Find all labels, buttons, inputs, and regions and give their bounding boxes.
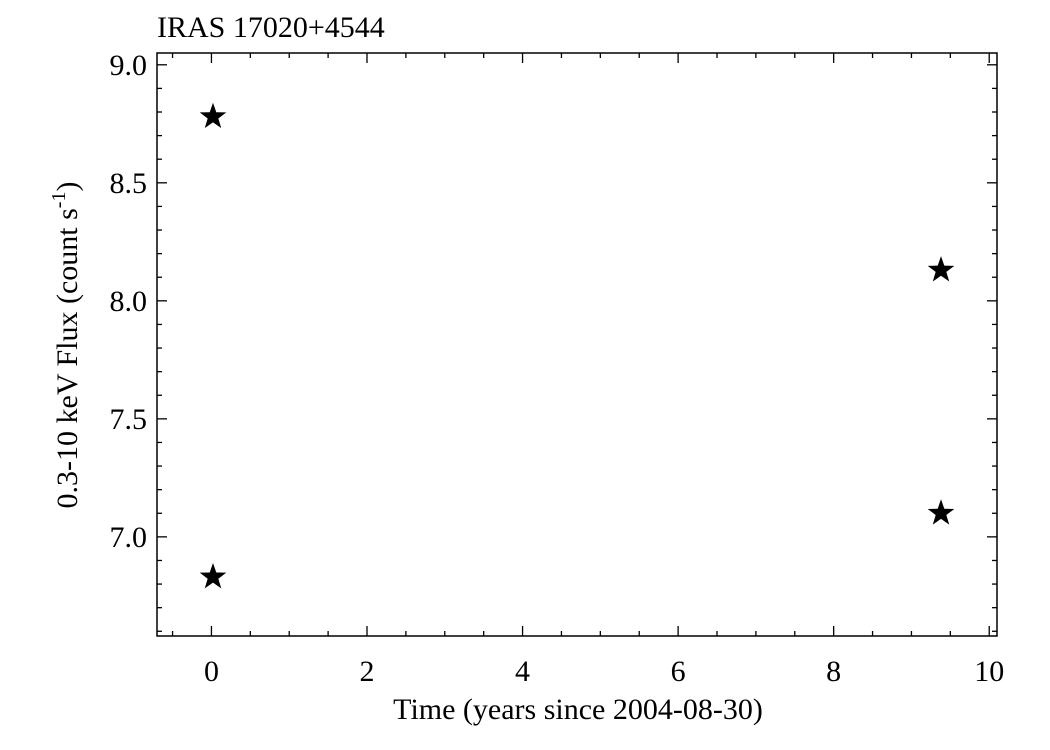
data-point-star xyxy=(199,562,227,589)
y-axis-label-main: 0.3-10 keV Flux (count s xyxy=(51,208,84,508)
y-axis-ticks xyxy=(157,64,997,632)
y-axis-label-superscript: -1 xyxy=(48,192,70,209)
data-point-star xyxy=(927,256,955,282)
data-points xyxy=(199,102,955,589)
y-tick-label: 9.0 xyxy=(110,49,148,82)
x-axis-tick-labels: 0 2 4 6 8 10 xyxy=(204,655,1004,688)
x-axis-ticks xyxy=(171,53,990,636)
y-axis-label-suffix: ) xyxy=(51,182,84,192)
x-tick-label: 6 xyxy=(671,655,686,688)
plot-frame xyxy=(156,52,998,637)
y-axis-label: 0.3-10 keV Flux (count s-1) xyxy=(48,182,84,509)
x-tick-label: 0 xyxy=(204,655,219,688)
y-tick-label: 8.5 xyxy=(110,167,148,200)
x-tick-label: 10 xyxy=(974,655,1004,688)
x-tick-label: 2 xyxy=(360,655,375,688)
y-tick-label: 7.5 xyxy=(110,403,148,436)
chart-title: IRAS 17020+4544 xyxy=(157,11,385,44)
data-point-star xyxy=(927,499,955,525)
y-tick-label: 7.0 xyxy=(110,521,148,554)
x-tick-label: 8 xyxy=(826,655,841,688)
x-tick-label: 4 xyxy=(515,655,530,688)
y-axis-tick-labels: 7.0 7.5 8.0 8.5 9.0 xyxy=(110,49,148,554)
x-axis-label: Time (years since 2004-08-30) xyxy=(393,693,763,726)
y-tick-label: 8.0 xyxy=(110,285,148,318)
data-point-star xyxy=(199,102,227,129)
